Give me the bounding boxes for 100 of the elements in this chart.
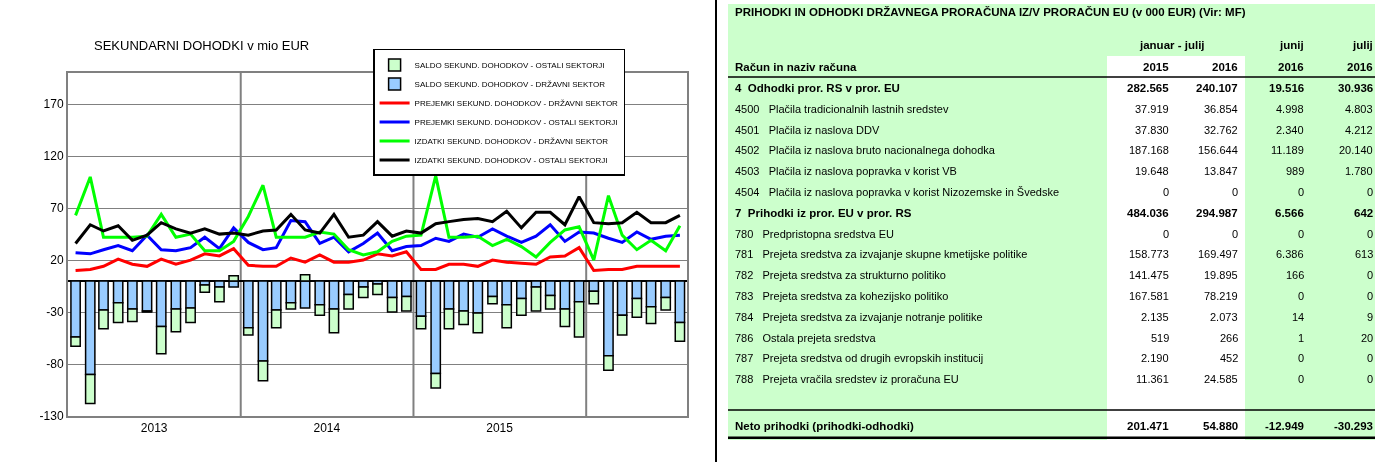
text: 642: [1354, 207, 1374, 219]
category-label: 782 Prejeta sredstva za strukturno politiko: [735, 269, 946, 281]
text: julij: [1352, 39, 1373, 51]
text: 484.036: [1127, 207, 1169, 219]
text: 14: [1292, 311, 1305, 323]
x-tick-label: 2013: [140, 421, 168, 436]
text: 4.212: [1345, 124, 1373, 136]
text: 0: [1367, 186, 1374, 198]
text: 2.340: [1276, 124, 1304, 136]
category-label: 2016: [1212, 61, 1238, 73]
category-label: 2016: [1347, 61, 1373, 73]
text: 0: [1232, 228, 1239, 240]
y-tick-label: 120: [43, 149, 64, 164]
text: 54.880: [1203, 420, 1239, 432]
category-label: 7 Prihodki iz pror. EU v pror. RS: [735, 207, 912, 219]
text: -12.949: [1265, 420, 1305, 432]
text: -30.293: [1334, 420, 1374, 432]
y-tick-label: -130: [39, 409, 64, 424]
text: 240.107: [1196, 82, 1238, 94]
text: 613: [1355, 248, 1374, 260]
text: 266: [1220, 332, 1239, 344]
text: 19.648: [1135, 165, 1169, 177]
text: 37.830: [1135, 124, 1169, 136]
category-label: 4502 Plačila iz naslova bruto nacionalnega dohodka: [735, 144, 995, 156]
legend-label: PREJEMKI SEKUND. DOHODKOV - OSTALI SEKTORJI: [414, 118, 618, 128]
text: 11.189: [1271, 144, 1304, 156]
text: 37.919: [1135, 103, 1169, 115]
text: 158.773: [1129, 248, 1169, 260]
text: 30.936: [1338, 82, 1374, 94]
text: 1: [1298, 332, 1305, 344]
category-label: 4 Odhodki pror. RS v pror. EU: [735, 82, 900, 94]
text: 0: [1298, 228, 1305, 240]
category-label: 4500 Plačila tradicionalnih lastnih sredstev: [735, 103, 949, 115]
y-tick-label: 70: [50, 201, 64, 216]
text: 0: [1298, 290, 1305, 302]
line-series: [74, 174, 682, 262]
category-label: 783 Prejeta sredstva za kohezijsko politiko: [735, 290, 949, 302]
text: 0: [1367, 352, 1374, 364]
text: januar - julij: [1139, 39, 1205, 51]
category-label: 788 Prejeta vračila sredstev iz proračuna EU: [735, 373, 959, 385]
text: junij: [1279, 39, 1304, 51]
bar: [372, 283, 383, 296]
text: 19.895: [1204, 269, 1238, 281]
text: 0: [1298, 352, 1305, 364]
text: 167.581: [1129, 290, 1169, 302]
text: 0: [1367, 373, 1374, 385]
legend-label: SALDO SEKUND. DOHODKOV - DRŽAVNI SEKTOR: [414, 80, 606, 90]
chart-title: SEKUNDARNI DOHODKI v mio EUR: [94, 38, 310, 53]
category-label: 4504 Plačila iz naslova popravka v korist Nizozemske in Švedske: [735, 186, 1060, 198]
y-tick-label: 170: [43, 97, 64, 112]
category-label: 4503 Plačila iz naslova popravka v korist VB: [735, 165, 957, 177]
text: 32.762: [1204, 124, 1238, 136]
text: 1.780: [1345, 165, 1373, 177]
text: 0: [1163, 186, 1170, 198]
text: 0: [1367, 269, 1374, 281]
text: Račun in naziv računa: [735, 61, 858, 73]
text: PRIHODKI IN ODHODKI DRŽAVNEGA PRORAČUNA IZ/V PRORAČUN EU (v 000 EUR) (Vir: MF): [735, 6, 1246, 18]
category-label: 2016: [1278, 61, 1304, 73]
text: 0: [1367, 228, 1374, 240]
y-tick-label: -80: [46, 357, 64, 372]
x-tick-label: 2014: [313, 421, 341, 436]
text: 24.585: [1204, 373, 1238, 385]
text: 2.135: [1141, 311, 1169, 323]
text: 294.987: [1196, 207, 1238, 219]
text: 0: [1367, 290, 1374, 302]
category-label: 781 Prejeta sredstva za izvajanje skupne kmetijske politike: [735, 248, 1028, 260]
legend-label: IZDATKI SEKUND. DOHODKOV - OSTALI SEKTORJI: [414, 156, 608, 166]
y-tick-label: 20: [50, 253, 64, 268]
text: 156.644: [1198, 144, 1238, 156]
text: 201.471: [1127, 420, 1169, 432]
legend-label: PREJEMKI SEKUND. DOHODKOV - DRŽAVNI SEKTOR: [414, 99, 619, 109]
text: 0: [1298, 373, 1305, 385]
text: 78.219: [1204, 290, 1238, 302]
category-label: 787 Prejeta sredstva od drugih evropskih institucij: [735, 352, 984, 364]
text: 141.475: [1129, 269, 1169, 281]
text: 166: [1286, 269, 1305, 281]
text: 0: [1163, 228, 1170, 240]
text: 6.566: [1275, 207, 1304, 219]
text: 6.386: [1276, 248, 1304, 260]
text: 11.361: [1136, 373, 1169, 385]
legend-label: IZDATKI SEKUND. DOHODKOV - DRŽAVNI SEKTOR: [414, 137, 609, 147]
text: 0: [1232, 186, 1239, 198]
category-label: 786 Ostala prejeta sredstva: [735, 332, 876, 344]
category-label: 780 Predpristopna sredstva EU: [735, 228, 894, 240]
text: 452: [1220, 352, 1239, 364]
text: 9: [1367, 311, 1374, 323]
category-label: Neto prihodki (prihodki-odhodki): [735, 420, 914, 432]
x-tick-label: 2015: [486, 421, 514, 436]
text: 989: [1286, 165, 1305, 177]
bar: [199, 284, 211, 294]
text: 169.497: [1198, 248, 1238, 260]
y-tick-label: -30: [46, 305, 64, 320]
text: 2.073: [1210, 311, 1238, 323]
line-series: [74, 195, 682, 245]
text: 0: [1298, 186, 1305, 198]
text: 519: [1151, 332, 1170, 344]
text: 19.516: [1269, 82, 1305, 94]
text: 20: [1361, 332, 1374, 344]
legend-label: SALDO SEKUND. DOHODKOV - OSTALI SEKTORJI: [414, 61, 605, 71]
text: 4.803: [1345, 103, 1373, 115]
